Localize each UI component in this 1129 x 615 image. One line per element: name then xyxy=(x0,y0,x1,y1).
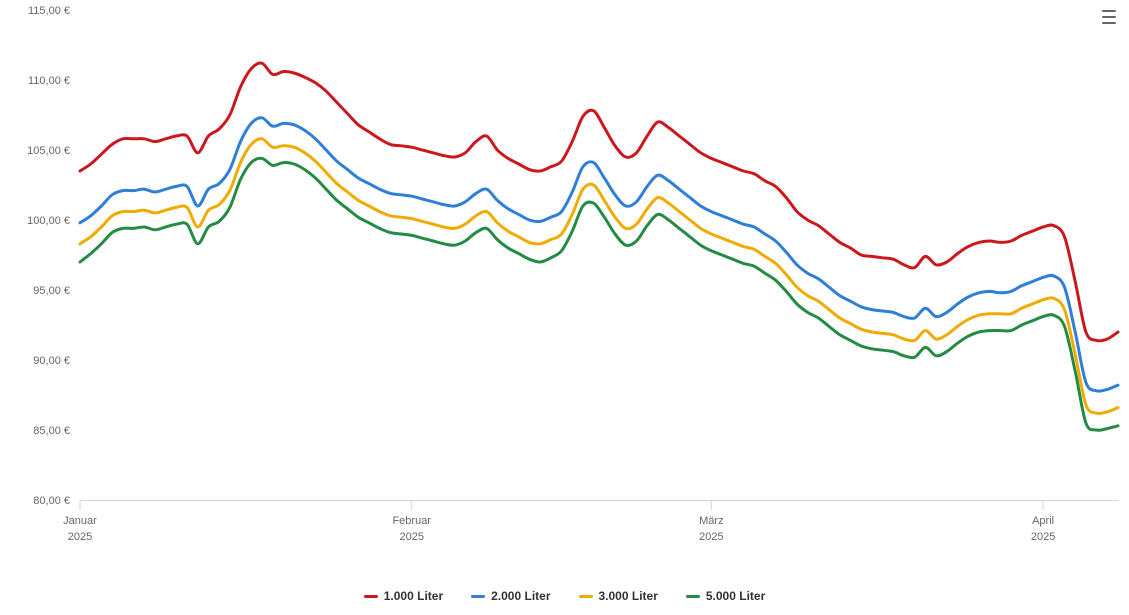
legend-item[interactable]: 2.000 Liter xyxy=(471,589,550,603)
chart-menu-button[interactable] xyxy=(1097,6,1121,28)
series-line[interactable] xyxy=(80,158,1118,430)
x-tick-label-month: Januar xyxy=(63,515,97,527)
legend-item[interactable]: 1.000 Liter xyxy=(364,589,443,603)
y-tick-label: 115,00 € xyxy=(28,5,70,17)
x-tick-label-year: 2025 xyxy=(699,531,723,543)
x-tick-label-month: April xyxy=(1032,515,1054,527)
price-chart: 80,00 € 85,00 € 90,00 € 95,00 € 100,00 € 105,… xyxy=(0,0,1129,615)
x-tick-label-year: 2025 xyxy=(68,531,92,543)
y-tick-label: 80,00 € xyxy=(33,495,70,507)
legend-label: 1.000 Liter xyxy=(384,589,443,603)
x-tick-label-month: März xyxy=(699,515,723,527)
y-tick-label: 100,00 € xyxy=(27,215,70,227)
y-tick-label: 110,00 € xyxy=(28,75,70,87)
legend-swatch xyxy=(471,595,485,598)
x-tick-label-year: 2025 xyxy=(1031,531,1055,543)
series-line[interactable] xyxy=(80,139,1118,414)
legend-label: 5.000 Liter xyxy=(706,589,765,603)
legend-swatch xyxy=(579,595,593,598)
y-tick-label: 90,00 € xyxy=(33,355,70,367)
y-tick-label: 95,00 € xyxy=(33,285,70,297)
y-tick-label: 105,00 € xyxy=(27,145,70,157)
legend-swatch xyxy=(686,595,700,598)
y-tick-label: 85,00 € xyxy=(33,425,70,437)
legend-swatch xyxy=(364,595,378,598)
chart-canvas: 80,00 € 85,00 € 90,00 € 95,00 € 100,00 € 105,… xyxy=(0,0,1129,615)
legend-label: 2.000 Liter xyxy=(491,589,550,603)
series-line[interactable] xyxy=(80,118,1118,391)
x-tick-label-year: 2025 xyxy=(399,531,423,543)
legend-label: 3.000 Liter xyxy=(599,589,658,603)
legend-item[interactable]: 3.000 Liter xyxy=(579,589,658,603)
x-tick-label-month: Februar xyxy=(392,515,431,527)
legend-item[interactable]: 5.000 Liter xyxy=(686,589,765,603)
legend: 1.000 Liter 2.000 Liter 3.000 Liter 5.000 L… xyxy=(0,589,1129,603)
